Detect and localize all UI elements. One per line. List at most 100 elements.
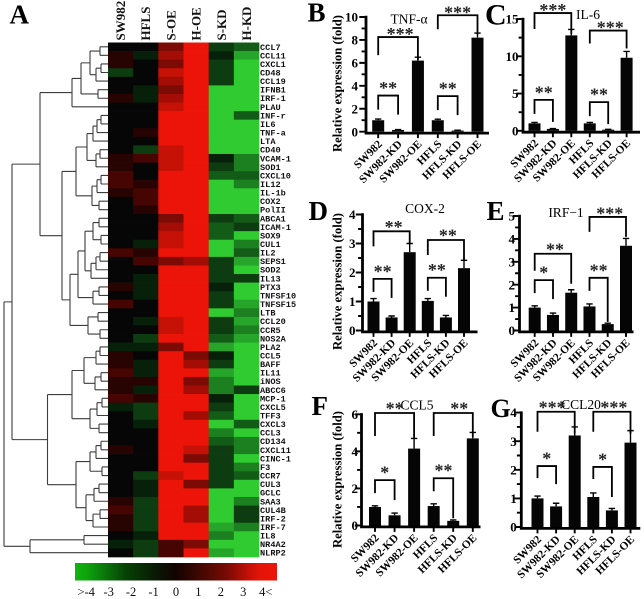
svg-text:PLAU: PLAU xyxy=(260,103,281,113)
svg-text:CUL3: CUL3 xyxy=(260,480,281,490)
svg-text:SEPS1: SEPS1 xyxy=(260,257,286,267)
svg-text:ABCA1: ABCA1 xyxy=(260,214,286,224)
svg-text:Relative expression (fold): Relative expression (fold) xyxy=(330,15,345,152)
svg-text:iNOS: iNOS xyxy=(260,377,281,387)
svg-text:CXCL11: CXCL11 xyxy=(260,446,291,456)
svg-text:IL2: IL2 xyxy=(260,249,275,259)
svg-text:H-OE: H-OE xyxy=(189,7,204,40)
svg-text:PTX3: PTX3 xyxy=(260,283,281,293)
svg-text:4: 4 xyxy=(349,207,356,222)
svg-text:4: 4 xyxy=(352,78,359,93)
svg-text:SOD2: SOD2 xyxy=(260,266,281,276)
svg-text:*: * xyxy=(542,449,551,469)
svg-text:**: ** xyxy=(450,399,468,419)
svg-text:CXCL5: CXCL5 xyxy=(260,403,286,413)
svg-text:**: ** xyxy=(386,399,404,419)
svg-text:3: 3 xyxy=(240,585,246,599)
svg-text:CCR5: CCR5 xyxy=(260,326,281,336)
svg-text:0: 0 xyxy=(512,123,519,138)
svg-text:10: 10 xyxy=(506,49,519,64)
svg-text:10: 10 xyxy=(345,10,358,25)
svg-text:*: * xyxy=(380,463,389,483)
svg-text:PolII: PolII xyxy=(260,206,286,216)
svg-text:CUL1: CUL1 xyxy=(260,240,281,250)
svg-text:ABCC6: ABCC6 xyxy=(260,386,286,396)
svg-text:CUL4B: CUL4B xyxy=(260,506,286,516)
svg-text:0: 0 xyxy=(173,585,179,599)
svg-text:-3: -3 xyxy=(103,585,113,599)
svg-text:IL8: IL8 xyxy=(260,532,275,542)
svg-text:CCL20: CCL20 xyxy=(561,397,601,412)
svg-text:**: ** xyxy=(590,260,608,280)
svg-text:GCLC: GCLC xyxy=(260,489,281,499)
svg-text:VCAM-1: VCAM-1 xyxy=(260,154,291,164)
svg-text:1: 1 xyxy=(349,294,356,309)
svg-text:5: 5 xyxy=(512,86,519,101)
svg-text:IL-6: IL-6 xyxy=(576,7,600,22)
svg-text:**: ** xyxy=(546,239,564,259)
svg-text:IFNB1: IFNB1 xyxy=(260,86,286,96)
svg-text:6: 6 xyxy=(352,407,359,422)
svg-text:INF-r: INF-r xyxy=(260,111,286,121)
svg-text:E: E xyxy=(487,196,505,226)
svg-text:C: C xyxy=(485,0,507,32)
svg-text:1: 1 xyxy=(510,491,517,506)
svg-text:HFLS: HFLS xyxy=(138,7,153,41)
svg-text:G: G xyxy=(491,394,511,423)
svg-text:CD134: CD134 xyxy=(260,437,286,447)
svg-text:SOD1: SOD1 xyxy=(260,163,281,173)
svg-text:4<: 4< xyxy=(259,585,272,599)
svg-text:S-KD: S-KD xyxy=(214,9,229,40)
svg-text:CD40: CD40 xyxy=(260,146,281,156)
svg-text:0: 0 xyxy=(349,323,356,338)
svg-text:15: 15 xyxy=(506,12,520,27)
svg-text:H-KD: H-KD xyxy=(239,7,254,41)
svg-text:IL-1b: IL-1b xyxy=(260,189,286,199)
svg-text:IL13: IL13 xyxy=(260,274,281,284)
svg-text:***: *** xyxy=(597,18,624,38)
svg-text:**: ** xyxy=(435,461,453,481)
svg-text:SOX9: SOX9 xyxy=(260,231,281,241)
svg-text:CCL11: CCL11 xyxy=(260,51,286,61)
svg-text:D: D xyxy=(309,196,329,226)
svg-text:1: 1 xyxy=(195,585,201,599)
svg-text:IRF-2: IRF-2 xyxy=(260,514,286,524)
svg-text:**: ** xyxy=(428,260,446,280)
svg-text:8: 8 xyxy=(352,33,359,48)
svg-text:1: 1 xyxy=(509,300,516,315)
svg-text:S-OE: S-OE xyxy=(163,10,178,40)
svg-text:SAA3: SAA3 xyxy=(260,497,281,507)
svg-text:2: 2 xyxy=(352,101,359,116)
svg-text:CCL5: CCL5 xyxy=(400,398,433,413)
svg-text:COX-2: COX-2 xyxy=(405,201,445,216)
svg-text:4: 4 xyxy=(352,444,359,459)
svg-text:LTA: LTA xyxy=(260,137,276,147)
svg-text:PLA2: PLA2 xyxy=(260,343,281,353)
svg-text:2: 2 xyxy=(509,277,516,292)
svg-text:NLRP2: NLRP2 xyxy=(260,549,286,559)
svg-text:0: 0 xyxy=(509,323,516,338)
svg-text:4: 4 xyxy=(509,232,516,247)
svg-text:IRF-1: IRF-1 xyxy=(260,94,286,104)
svg-text:**: ** xyxy=(439,226,457,246)
svg-text:CD48: CD48 xyxy=(260,69,281,79)
svg-text:CCL7: CCL7 xyxy=(260,43,281,53)
svg-text:3: 3 xyxy=(510,434,517,449)
svg-text:CCL5: CCL5 xyxy=(260,351,281,361)
svg-text:IRF−1: IRF−1 xyxy=(548,205,583,220)
svg-text:***: *** xyxy=(539,398,566,418)
svg-text:B: B xyxy=(308,0,326,28)
svg-text:IRF-7: IRF-7 xyxy=(260,523,286,533)
svg-text:-2: -2 xyxy=(126,585,136,599)
svg-text:F3: F3 xyxy=(260,463,270,473)
svg-text:CXCL1: CXCL1 xyxy=(260,60,286,70)
svg-text:NOS2A: NOS2A xyxy=(260,334,287,344)
svg-text:IL12: IL12 xyxy=(260,180,281,190)
svg-text:2: 2 xyxy=(352,481,359,496)
svg-text:2: 2 xyxy=(349,265,356,280)
svg-text:TNF-a: TNF-a xyxy=(260,129,286,139)
svg-text:COX2: COX2 xyxy=(260,197,281,207)
svg-text:*: * xyxy=(539,263,548,283)
svg-text:CINC-1: CINC-1 xyxy=(260,454,291,464)
svg-text:Relative expression (fold): Relative expression (fold) xyxy=(330,213,345,350)
